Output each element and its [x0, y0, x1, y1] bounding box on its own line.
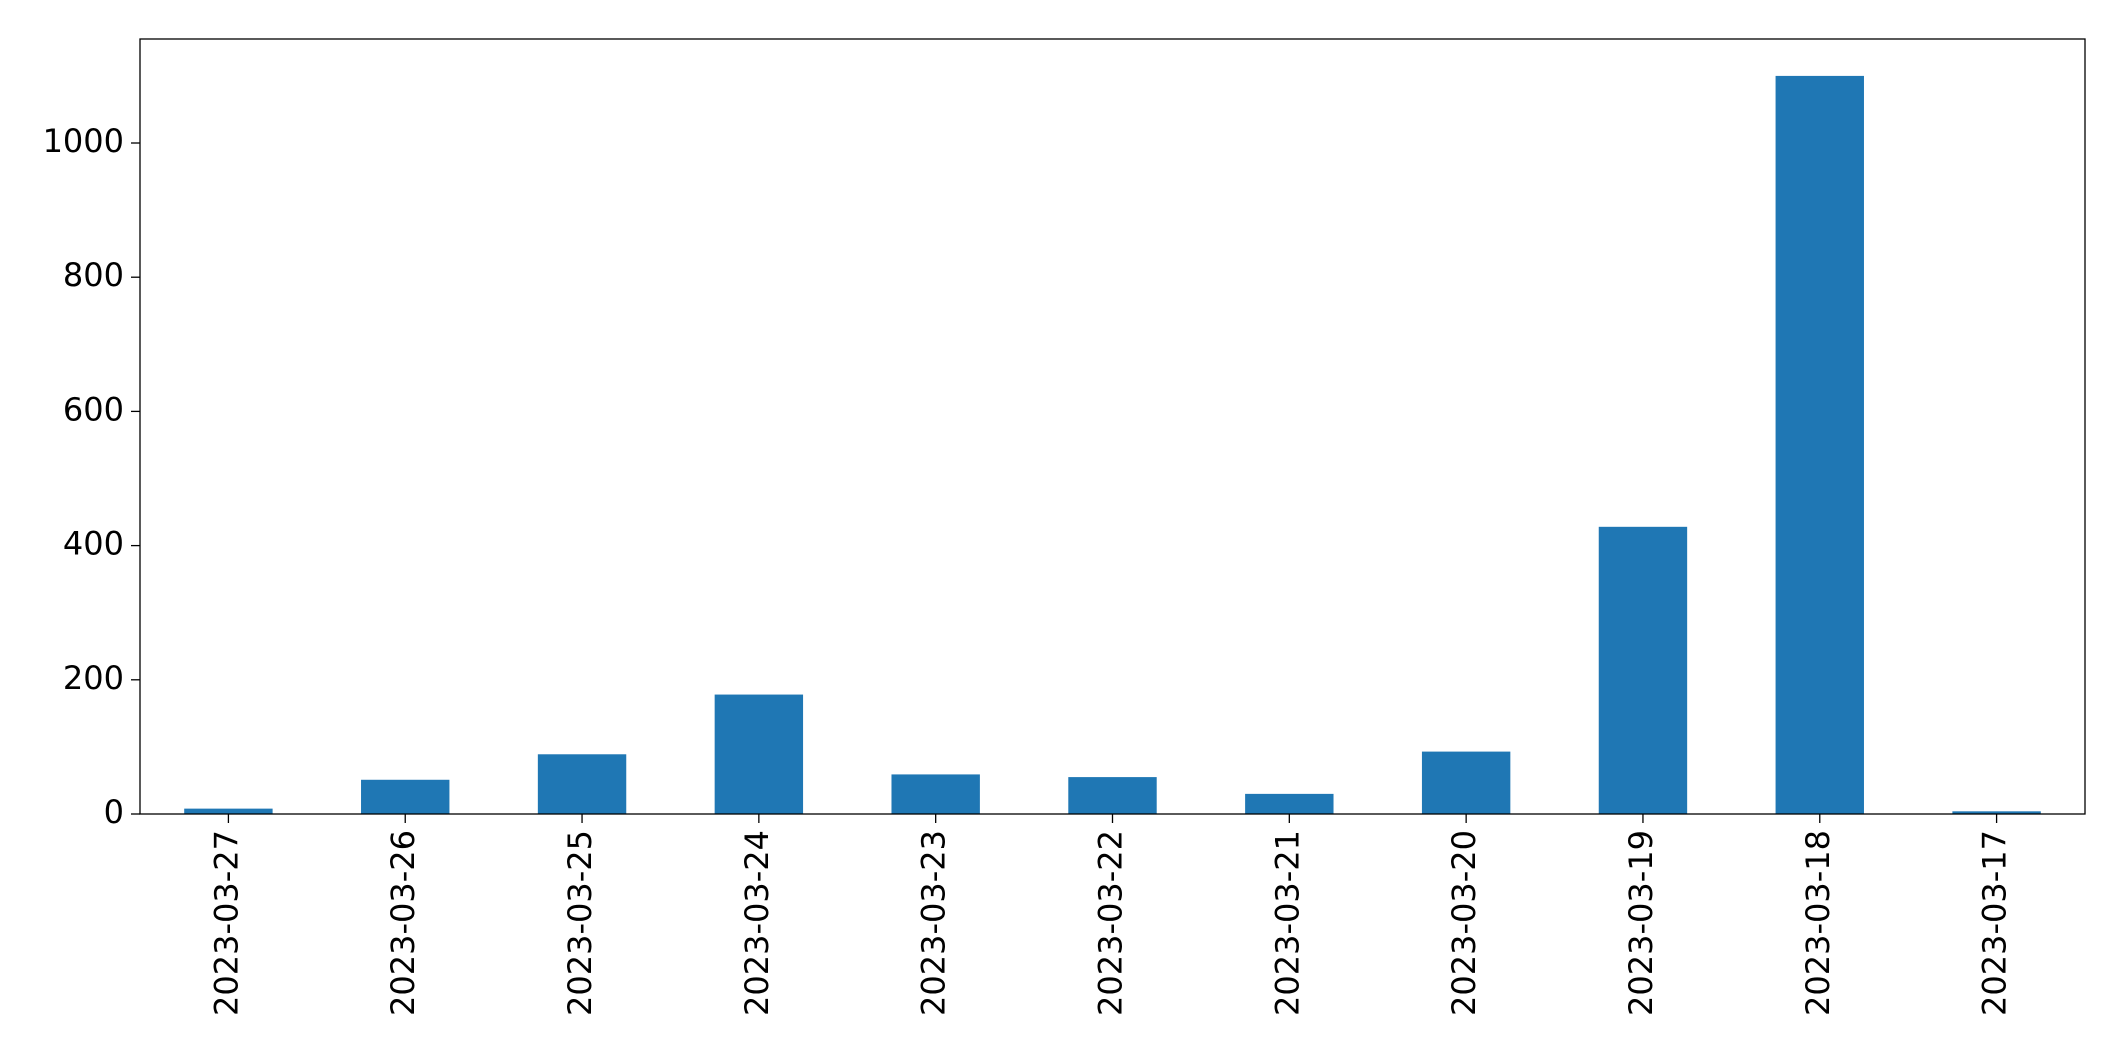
bar [361, 779, 450, 814]
y-tick-label: 600 [63, 390, 124, 428]
bar [1952, 811, 2041, 814]
plot-frame [139, 38, 2086, 815]
x-tick-label: 2023-03-17 [1976, 830, 2014, 1016]
y-tick-label: 400 [63, 525, 124, 563]
x-tick-label: 2023-03-27 [207, 830, 245, 1016]
bar [714, 694, 804, 814]
bar [891, 774, 980, 814]
bar [1421, 751, 1511, 814]
x-tick-label: 2023-03-22 [1092, 830, 1130, 1016]
bar [184, 808, 273, 814]
x-tick-label: 2023-03-26 [384, 830, 422, 1016]
bar [1068, 777, 1157, 814]
bar [1598, 526, 1688, 814]
x-tick-label: 2023-03-24 [738, 830, 776, 1016]
bar [537, 754, 627, 814]
y-tick-label: 800 [63, 256, 124, 294]
y-tick-label: 200 [63, 659, 124, 697]
x-tick-label: 2023-03-18 [1799, 830, 1837, 1016]
x-tick-label: 2023-03-21 [1268, 830, 1306, 1016]
y-tick-label: 1000 [43, 122, 124, 160]
x-tick-label: 2023-03-20 [1445, 830, 1483, 1016]
y-tick-label: 0 [104, 793, 124, 831]
x-tick-label: 2023-03-25 [561, 830, 599, 1016]
bar [1775, 75, 1864, 814]
x-tick-label: 2023-03-19 [1622, 830, 1660, 1016]
x-tick-label: 2023-03-23 [915, 830, 953, 1016]
bar [1245, 793, 1334, 814]
